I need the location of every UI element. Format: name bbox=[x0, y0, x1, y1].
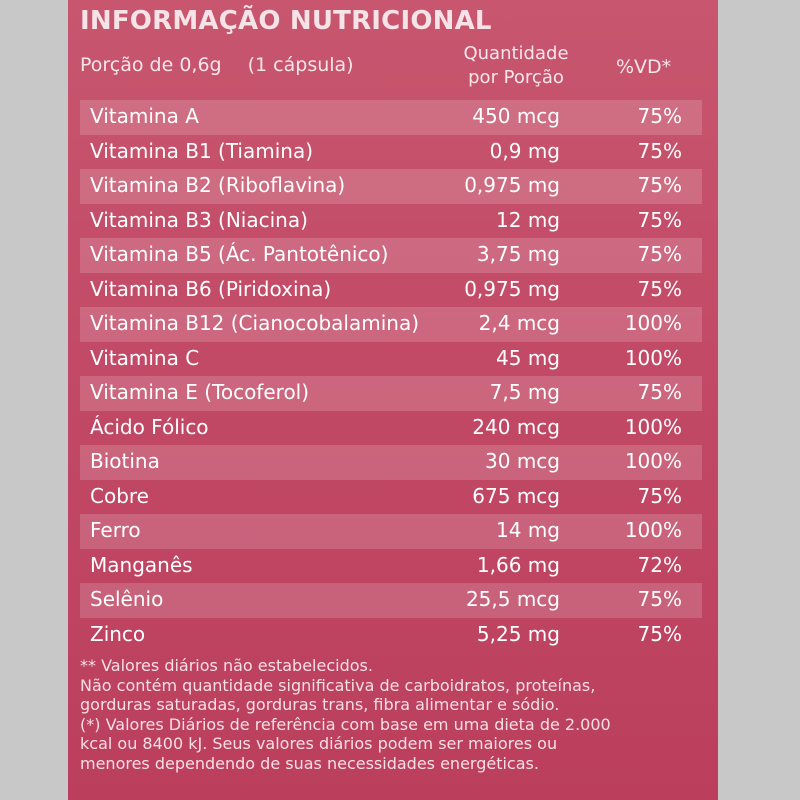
nutrient-quantity: 0,9 mg bbox=[489, 138, 560, 163]
nutrient-vd: 75% bbox=[637, 207, 682, 232]
nutrient-name: Zinco bbox=[90, 621, 146, 646]
nutrient-name: Vitamina E (Tocoferol) bbox=[90, 380, 310, 404]
nutrient-name: Biotina bbox=[90, 449, 160, 473]
table-row: Manganês 1,66 mg 72% bbox=[80, 549, 702, 584]
table-row: Cobre 675 mcg 75% bbox=[80, 480, 702, 515]
table-row: Vitamina E (Tocoferol) 7,5 mg 75% bbox=[80, 376, 702, 411]
nutrient-quantity: 2,4 mcg bbox=[478, 311, 560, 335]
nutrient-vd: 72% bbox=[637, 552, 682, 577]
portion-info: Porção de 0,6g (1 cápsula) bbox=[80, 54, 354, 76]
table-row: Vitamina B6 (Piridoxina) 0,975 mg 75% bbox=[80, 273, 702, 308]
nutrient-vd: 75% bbox=[637, 621, 682, 646]
nutrient-name: Cobre bbox=[90, 483, 149, 508]
nutrient-vd: 100% bbox=[624, 345, 682, 370]
footnote-line: gorduras saturadas, gorduras trans, fibr… bbox=[80, 695, 560, 714]
portion-size: Porção de 0,6g bbox=[80, 54, 222, 76]
table-row: Ácido Fólico 240 mcg 100% bbox=[80, 411, 702, 446]
nutrient-name: Vitamina C bbox=[90, 345, 200, 370]
nutrient-name: Ferro bbox=[90, 518, 141, 542]
nutrient-vd: 75% bbox=[637, 587, 682, 611]
nutrient-vd: 100% bbox=[624, 518, 682, 542]
table-row: Selênio 25,5 mcg 75% bbox=[80, 583, 702, 618]
table-row: Vitamina B1 (Tiamina) 0,9 mg 75% bbox=[80, 135, 702, 170]
footnote-line: kcal ou 8400 kJ. Seus valores diários po… bbox=[80, 734, 558, 753]
nutrient-quantity: 5,25 mg bbox=[476, 621, 560, 646]
nutrient-quantity: 675 mcg bbox=[472, 483, 560, 508]
nutrient-name: Ácido Fólico bbox=[90, 414, 209, 439]
nutrient-vd: 100% bbox=[624, 449, 682, 473]
nutrient-name: Vitamina B5 (Ác. Pantotênico) bbox=[90, 242, 389, 266]
nutrition-panel: INFORMAÇÃO NUTRICIONAL Porção de 0,6g (1 … bbox=[68, 0, 718, 800]
nutrient-vd: 75% bbox=[637, 138, 682, 163]
nutrient-quantity: 0,975 mg bbox=[464, 173, 560, 197]
footnote-line: ** Valores diários não estabelecidos. bbox=[80, 656, 373, 675]
table-row: Vitamina B2 (Riboflavina) 0,975 mg 75% bbox=[80, 169, 702, 204]
nutrient-table: Vitamina A 450 mcg 75% Vitamina B1 (Tiamina… bbox=[80, 100, 702, 652]
nutrient-name: Selênio bbox=[90, 587, 164, 611]
table-row: Vitamina A 450 mcg 75% bbox=[80, 100, 702, 135]
nutrient-quantity: 240 mcg bbox=[472, 414, 560, 439]
footnotes: ** Valores diários não estabelecidos. Nã… bbox=[80, 656, 710, 773]
table-row: Ferro 14 mg 100% bbox=[80, 514, 702, 549]
table-row: Vitamina B5 (Ác. Pantotênico) 3,75 mg 75% bbox=[80, 238, 702, 273]
nutrient-vd: 100% bbox=[624, 414, 682, 439]
nutrient-quantity: 3,75 mg bbox=[476, 242, 560, 266]
page-title: INFORMAÇÃO NUTRICIONAL bbox=[80, 6, 492, 36]
nutrient-vd: 75% bbox=[637, 276, 682, 301]
nutrient-name: Manganês bbox=[90, 552, 193, 577]
nutrient-name: Vitamina B6 (Piridoxina) bbox=[90, 276, 332, 301]
nutrient-name: Vitamina A bbox=[90, 104, 199, 128]
quantity-header-line2: por Porção bbox=[468, 67, 564, 88]
vd-column-header: %VD* bbox=[616, 56, 672, 78]
nutrient-vd: 75% bbox=[637, 104, 682, 128]
table-row: Biotina 30 mcg 100% bbox=[80, 445, 702, 480]
nutrient-name: Vitamina B2 (Riboflavina) bbox=[90, 173, 346, 197]
table-row: Zinco 5,25 mg 75% bbox=[80, 618, 702, 653]
table-row: Vitamina C 45 mg 100% bbox=[80, 342, 702, 377]
nutrient-quantity: 25,5 mcg bbox=[465, 587, 560, 611]
footnote-line: menores dependendo de suas necessidades … bbox=[80, 753, 539, 773]
quantity-column-header: Quantidade por Porção bbox=[446, 42, 586, 90]
nutrient-name: Vitamina B1 (Tiamina) bbox=[90, 138, 314, 163]
nutrient-vd: 75% bbox=[637, 483, 682, 508]
nutrient-name: Vitamina B12 (Cianocobalamina) bbox=[90, 311, 420, 335]
table-row: Vitamina B3 (Niacina) 12 mg 75% bbox=[80, 204, 702, 239]
nutrient-quantity: 0,975 mg bbox=[464, 276, 560, 301]
nutrient-vd: 75% bbox=[637, 242, 682, 266]
nutrient-vd: 100% bbox=[624, 311, 682, 335]
nutrient-quantity: 1,66 mg bbox=[476, 552, 560, 577]
nutrient-quantity: 7,5 mg bbox=[489, 380, 560, 404]
nutrient-quantity: 30 mcg bbox=[485, 449, 560, 473]
capsule-count: (1 cápsula) bbox=[247, 54, 354, 76]
nutrient-quantity: 14 mg bbox=[496, 518, 560, 542]
footnote-line: (*) Valores Diários de referência com ba… bbox=[80, 714, 611, 734]
nutrient-vd: 75% bbox=[637, 173, 682, 197]
footnote-line: Não contém quantidade significativa de c… bbox=[80, 675, 596, 695]
nutrient-quantity: 45 mg bbox=[496, 345, 560, 370]
nutrient-vd: 75% bbox=[637, 380, 682, 404]
nutrient-name: Vitamina B3 (Niacina) bbox=[90, 207, 308, 232]
nutrient-quantity: 12 mg bbox=[496, 207, 560, 232]
nutrient-quantity: 450 mcg bbox=[472, 104, 560, 128]
table-row: Vitamina B12 (Cianocobalamina) 2,4 mcg 100… bbox=[80, 307, 702, 342]
quantity-header-line1: Quantidade bbox=[463, 43, 569, 64]
